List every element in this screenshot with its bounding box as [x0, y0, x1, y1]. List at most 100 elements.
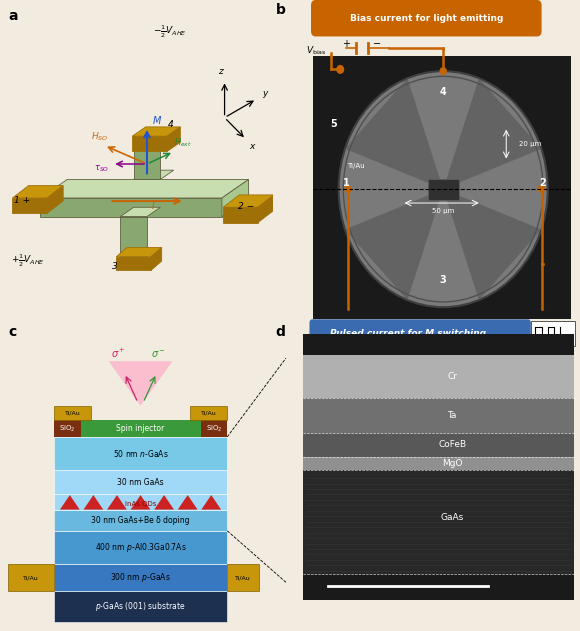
Text: Ti/Au: Ti/Au [347, 163, 364, 169]
Text: Pulsed current for M switching: Pulsed current for M switching [330, 329, 486, 338]
Text: MgO: MgO [442, 459, 462, 468]
Text: InAs QDs: InAs QDs [125, 500, 156, 507]
Polygon shape [223, 207, 258, 223]
Text: GaAs: GaAs [440, 514, 464, 522]
Text: Ti/Au: Ti/Au [235, 575, 251, 581]
Text: $-\frac{1}{2}V_{AHE}$: $-\frac{1}{2}V_{AHE}$ [153, 23, 186, 40]
Polygon shape [132, 127, 180, 136]
Text: 50 nm $n$-GaAs: 50 nm $n$-GaAs [113, 448, 168, 459]
Text: Cr: Cr [447, 372, 457, 381]
Text: 2 −: 2 − [238, 202, 254, 211]
Bar [227, 564, 259, 591]
Polygon shape [428, 179, 459, 199]
Bar [54, 591, 227, 622]
Bar [54, 510, 227, 531]
Text: CoFeB: CoFeB [438, 440, 466, 449]
Text: 4: 4 [440, 88, 447, 97]
Polygon shape [117, 247, 162, 257]
Text: $M$: $M$ [153, 114, 162, 126]
Circle shape [339, 71, 548, 307]
Bar [54, 531, 227, 564]
Text: 5: 5 [331, 119, 338, 129]
Polygon shape [13, 198, 47, 213]
Bar [9, 564, 54, 591]
Bar [54, 470, 227, 495]
Text: 50 μm: 50 μm [432, 208, 454, 215]
FancyBboxPatch shape [310, 319, 531, 349]
Polygon shape [108, 361, 173, 406]
Bar [303, 432, 574, 457]
Text: $y$: $y$ [262, 89, 270, 100]
Text: 3: 3 [112, 262, 118, 271]
Polygon shape [84, 495, 103, 510]
Bar [54, 420, 81, 437]
Bar [303, 334, 574, 601]
Bar [54, 406, 91, 420]
Text: $\sigma^+$: $\sigma^+$ [111, 347, 125, 360]
Text: 30 nm GaAs: 30 nm GaAs [117, 478, 164, 487]
Text: a: a [9, 9, 18, 23]
Polygon shape [41, 198, 222, 216]
Text: $I$: $I$ [151, 199, 155, 211]
Polygon shape [60, 495, 79, 510]
Text: $+\frac{1}{2}V_{AHE}$: $+\frac{1}{2}V_{AHE}$ [11, 252, 45, 269]
Text: $z$: $z$ [219, 68, 226, 76]
Bar [54, 564, 227, 591]
Polygon shape [222, 179, 249, 216]
Text: 2: 2 [540, 178, 546, 187]
Text: Ti/Au: Ti/Au [64, 411, 81, 415]
Text: c: c [9, 325, 17, 339]
Polygon shape [345, 78, 443, 189]
Text: +: + [342, 39, 350, 49]
Polygon shape [443, 78, 541, 189]
Text: Ti/Au: Ti/Au [201, 411, 216, 415]
Text: 1 +: 1 + [14, 196, 30, 204]
Polygon shape [178, 495, 198, 510]
Bar [313, 56, 571, 319]
Text: Ti/Au: Ti/Au [23, 575, 39, 581]
Text: $H_{ext}$: $H_{ext}$ [173, 136, 191, 149]
Bar [303, 470, 574, 574]
Text: 4: 4 [168, 120, 174, 129]
Polygon shape [120, 216, 147, 257]
Polygon shape [345, 189, 443, 300]
Polygon shape [133, 170, 173, 179]
Polygon shape [41, 179, 249, 198]
Text: $H_{SO}$: $H_{SO}$ [91, 130, 108, 143]
Polygon shape [154, 495, 174, 510]
Polygon shape [443, 189, 541, 300]
Bar [303, 398, 574, 432]
Polygon shape [130, 495, 150, 510]
Bar [54, 437, 227, 470]
Polygon shape [107, 495, 127, 510]
Bar [190, 406, 227, 420]
Text: $x$: $x$ [249, 141, 256, 151]
Circle shape [440, 67, 447, 75]
Polygon shape [13, 186, 63, 198]
Bar [54, 495, 227, 510]
Polygon shape [132, 136, 167, 151]
Text: $\sigma^-$: $\sigma^-$ [151, 349, 166, 360]
Text: 30 nm GaAs+Be δ doping: 30 nm GaAs+Be δ doping [91, 516, 190, 525]
Text: 20 μm: 20 μm [519, 141, 541, 147]
Bar [303, 457, 574, 470]
Text: 1: 1 [343, 178, 350, 187]
Polygon shape [223, 195, 274, 207]
Text: $\tau_{SO}$: $\tau_{SO}$ [93, 163, 109, 174]
Text: 300 nm $p$-GaAs: 300 nm $p$-GaAs [110, 571, 171, 584]
Text: d: d [276, 325, 285, 339]
Polygon shape [151, 247, 162, 270]
Polygon shape [120, 207, 160, 216]
Text: SiO$_2$: SiO$_2$ [205, 423, 222, 433]
Circle shape [538, 185, 545, 193]
Bar [81, 420, 201, 437]
Text: 3: 3 [440, 275, 447, 285]
Text: $V_{\rm bias}$: $V_{\rm bias}$ [306, 44, 327, 57]
Text: b: b [276, 3, 285, 18]
Text: −: − [373, 39, 381, 49]
Text: 400 nm $p$-Al0.3Ga0.7As: 400 nm $p$-Al0.3Ga0.7As [95, 541, 186, 554]
Polygon shape [117, 257, 151, 270]
Polygon shape [201, 495, 221, 510]
Bar [303, 355, 574, 398]
Text: Ta: Ta [447, 411, 457, 420]
